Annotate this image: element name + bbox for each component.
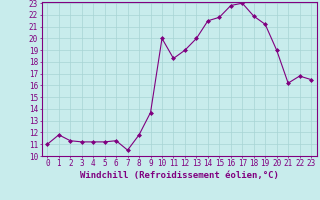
X-axis label: Windchill (Refroidissement éolien,°C): Windchill (Refroidissement éolien,°C) (80, 171, 279, 180)
